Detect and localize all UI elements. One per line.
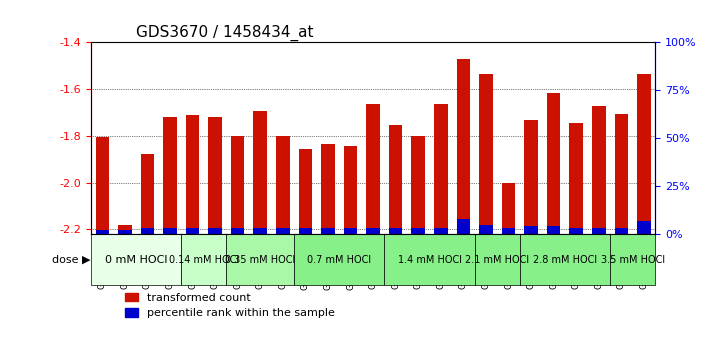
- Bar: [95, 137, 109, 234]
- Bar: [637, 74, 651, 234]
- Bar: [186, 115, 199, 234]
- Bar: [502, 228, 515, 234]
- FancyBboxPatch shape: [181, 234, 226, 285]
- Bar: [163, 117, 177, 234]
- Bar: [321, 228, 335, 234]
- Bar: [366, 228, 380, 234]
- Bar: [524, 120, 538, 234]
- Bar: [276, 228, 290, 234]
- Bar: [95, 230, 109, 234]
- Bar: [411, 136, 425, 234]
- Bar: [163, 228, 177, 234]
- FancyBboxPatch shape: [226, 234, 294, 285]
- Text: 0.35 mM HOCl: 0.35 mM HOCl: [225, 255, 296, 265]
- Bar: [547, 93, 561, 234]
- FancyBboxPatch shape: [91, 234, 181, 285]
- Bar: [276, 136, 290, 234]
- Bar: [389, 228, 403, 234]
- Bar: [569, 228, 583, 234]
- Bar: [186, 228, 199, 234]
- Bar: [456, 219, 470, 234]
- Bar: [253, 228, 267, 234]
- Text: 0.7 mM HOCl: 0.7 mM HOCl: [307, 255, 371, 265]
- Bar: [502, 183, 515, 234]
- Bar: [547, 227, 561, 234]
- Bar: [141, 228, 154, 234]
- Bar: [344, 147, 357, 234]
- Text: dose ▶: dose ▶: [52, 255, 91, 265]
- Bar: [434, 228, 448, 234]
- FancyBboxPatch shape: [294, 234, 384, 285]
- Bar: [118, 225, 132, 234]
- Bar: [118, 230, 132, 234]
- Text: 0 mM HOCl: 0 mM HOCl: [105, 255, 167, 265]
- Bar: [298, 149, 312, 234]
- Bar: [231, 136, 245, 234]
- Text: 3.5 mM HOCl: 3.5 mM HOCl: [601, 255, 665, 265]
- Bar: [208, 228, 222, 234]
- Bar: [592, 228, 606, 234]
- FancyBboxPatch shape: [384, 234, 475, 285]
- Bar: [456, 59, 470, 234]
- Bar: [298, 228, 312, 234]
- Bar: [479, 74, 493, 234]
- Bar: [479, 224, 493, 234]
- Bar: [344, 228, 357, 234]
- Bar: [366, 104, 380, 234]
- Text: 2.1 mM HOCl: 2.1 mM HOCl: [465, 255, 529, 265]
- Text: 1.4 mM HOCl: 1.4 mM HOCl: [397, 255, 462, 265]
- Bar: [524, 227, 538, 234]
- Text: GDS3670 / 1458434_at: GDS3670 / 1458434_at: [136, 25, 314, 41]
- FancyBboxPatch shape: [520, 234, 610, 285]
- Bar: [231, 228, 245, 234]
- Bar: [637, 221, 651, 234]
- Bar: [592, 105, 606, 234]
- Bar: [321, 144, 335, 234]
- FancyBboxPatch shape: [475, 234, 520, 285]
- Bar: [141, 154, 154, 234]
- Bar: [411, 228, 425, 234]
- Bar: [208, 117, 222, 234]
- Bar: [389, 125, 403, 234]
- Bar: [614, 228, 628, 234]
- Text: 0.14 mM HOCl: 0.14 mM HOCl: [169, 255, 239, 265]
- Text: 2.8 mM HOCl: 2.8 mM HOCl: [533, 255, 597, 265]
- Bar: [614, 114, 628, 234]
- Bar: [569, 123, 583, 234]
- FancyBboxPatch shape: [610, 234, 655, 285]
- Bar: [434, 104, 448, 234]
- Bar: [253, 112, 267, 234]
- Legend: transformed count, percentile rank within the sample: transformed count, percentile rank withi…: [124, 293, 335, 319]
